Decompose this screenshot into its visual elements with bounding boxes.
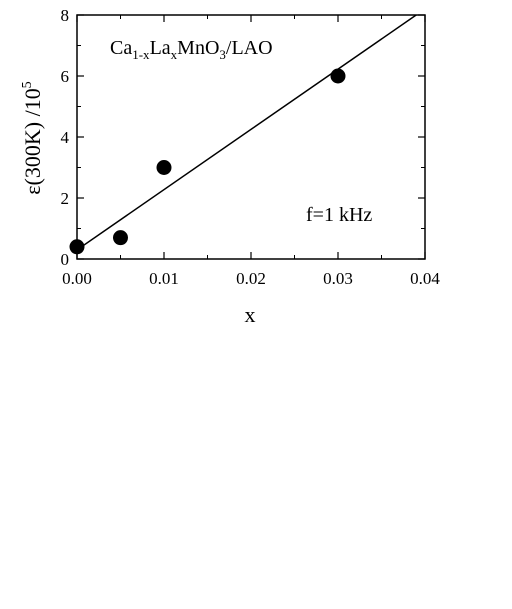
x-tick-label: 0.01 [149,269,179,288]
y-tick-label: 2 [61,189,70,208]
data-point [113,230,128,246]
fit-line [77,15,418,251]
data-point [69,239,85,255]
y-axis-title: ε(300K) /105 [20,81,45,194]
material-annotation: Ca1-xLaxMnO3/LAO [110,37,273,62]
x-tick-label: 0.00 [62,269,92,288]
data-point [156,160,172,175]
y-tick-label: 8 [61,6,70,25]
y-tick-label: 6 [61,67,70,86]
x-axis-title: x [245,302,256,327]
frequency-annotation: f=1 kHz [306,204,372,226]
x-tick-label: 0.04 [410,269,440,288]
x-tick-label: 0.02 [236,269,266,288]
y-tick-label: 0 [61,250,70,269]
data-point [330,68,346,84]
plot-layer: 0.00 0.01 0.02 0.03 0.04 0 2 4 6 8 [61,6,441,288]
y-tick-label: 4 [61,128,70,147]
x-tick-label: 0.03 [323,269,353,288]
